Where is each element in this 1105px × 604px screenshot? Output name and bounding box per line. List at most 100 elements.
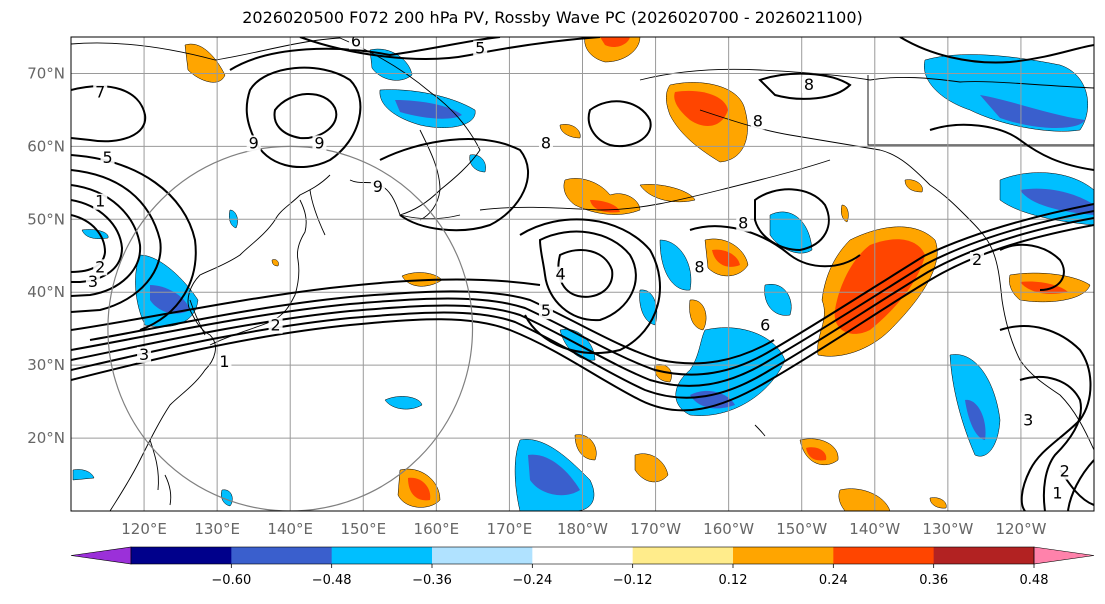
lon-tick-label: 130°W [922,520,973,538]
colorbar-segment [933,547,1035,564]
colorbar-tick-label: −0.12 [613,573,653,588]
border-alaska-canada [867,75,1094,146]
colorbar-segment [231,547,333,564]
pv-contour [754,188,830,252]
contour-label: 2 [271,316,281,335]
pv-contour [89,290,775,365]
contour-label: 1 [219,352,229,371]
pv-contour [71,224,1094,412]
pv-contour [899,37,1094,64]
contour-label-bg [246,135,261,152]
positive-anomaly-region [271,259,279,267]
lat-tick-label: 50°N [27,210,65,228]
positive-anomaly-region [639,184,696,203]
positive-anomaly-region [689,299,707,331]
lon-tick-label: 150°E [340,520,386,538]
contour-label-bg [217,354,232,371]
contour-label-bg [538,135,553,152]
pv-contour [689,225,861,268]
contour-label: 8 [541,133,551,152]
lat-tick-label: 20°N [27,429,65,447]
contour-label: 5 [475,39,485,58]
contour-label: 9 [373,177,383,196]
pv-contour [71,214,107,273]
pv-contour [758,72,852,100]
contour-label: 2 [1060,462,1070,481]
lat-tick-label: 70°N [27,64,65,82]
negative-anomaly-region [659,239,692,291]
positive-anomaly-region [838,488,891,511]
colorbar-tick-label: 0.12 [719,573,748,588]
pv-contour [1019,375,1082,511]
colorbar-extend-high [1033,546,1095,565]
reference-circle [107,145,474,511]
negative-anomaly-region [639,289,658,326]
contour-label-bg [1057,463,1072,480]
coastline-arctic [639,68,1094,89]
negative-anomaly-region [72,469,95,481]
pv-contour [229,37,501,71]
lat-tick-label: 30°N [27,356,65,374]
lon-tick-label: 180°W [557,520,608,538]
contour-label: 5 [102,148,112,167]
contour-label: 1 [1052,483,1062,502]
colorbar: −0.60 −0.48 −0.36 −0.24 −0.12 0.12 0.24 0.36 0.4… [70,546,1095,588]
contour-label: 3 [88,272,98,291]
contour-label: 4 [555,265,565,284]
colorbar-tick-label: 0.48 [1020,573,1049,588]
pv-contour [71,278,541,331]
lon-tick-label: 150°W [776,520,827,538]
contour-label: 2 [972,250,982,269]
pv-contour [299,37,601,60]
colorbar-segment [733,547,834,564]
contour-label: 6 [760,316,770,335]
colorbar-tick-label: 0.24 [819,573,848,588]
lon-tick-label: 160°W [703,520,754,538]
positive-anomaly-region [584,37,641,63]
contour-label: 8 [738,214,748,233]
colorbar-tick-label: 0.36 [919,573,948,588]
lon-tick-label: 140°E [267,520,313,538]
lon-tick-label: 170°W [630,520,681,538]
colorbar-tick-label: −0.48 [312,573,352,588]
lon-tick-label: 130°E [194,520,240,538]
coastline-japan [209,199,307,346]
lat-tick-label: 40°N [27,283,65,301]
coastline-aleutians [399,159,831,220]
colorbar-segment [632,547,734,564]
contour-label-bg [370,179,385,196]
contour-label-bg [692,259,707,276]
coastlines [71,37,1094,511]
colorbar-frame [130,546,1035,565]
positive-anomaly-region [574,434,597,461]
positive-anomaly-region [840,204,849,223]
contour-label-bg [1050,485,1065,502]
negative-anomaly-region [221,489,233,507]
latitude-tick-labels: 20°N 30°N 40°N 50°N 60°N 70°N [27,64,65,447]
positive-anomaly-shading [184,37,1091,511]
pv-contour [71,154,197,331]
positive-anomaly-region [184,43,226,83]
colorbar-segment [131,547,232,564]
coastline-alaska [699,109,991,246]
gridlines [71,37,1094,511]
contour-label: 5 [541,301,551,320]
contour-label-bg [473,40,488,57]
contour-label-bg [348,37,363,50]
pv-contour [71,169,162,313]
contour-label-bg [758,317,773,334]
colorbar-extend-low [70,546,132,565]
coastline-hawaii [754,424,766,437]
lon-tick-label: 170°E [487,520,533,538]
contour-label-bg [970,252,985,269]
contour-label-bg [553,266,568,283]
colorbar-segment [532,547,634,564]
contour-label: 9 [249,133,259,152]
lon-tick-label: 120°E [121,520,167,538]
coastline-north-america [989,244,1094,451]
contour-label-bg [538,303,553,320]
contour-label: 2 [95,257,105,276]
contour-label-bg [93,259,108,276]
